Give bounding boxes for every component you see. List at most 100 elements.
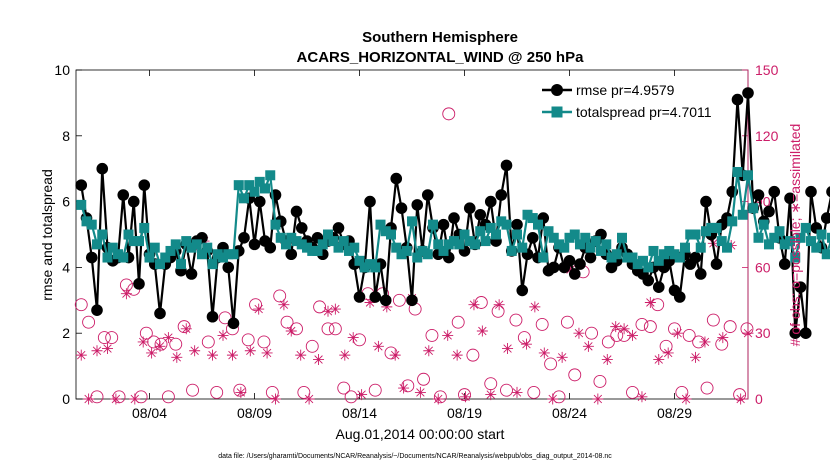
rmse-marker — [763, 205, 775, 218]
spread-marker — [107, 242, 118, 253]
obs-assimilated-marker — [329, 303, 341, 315]
legend-rmse-label: rmse pr=4.9579 — [576, 82, 675, 98]
spread-marker — [323, 229, 333, 240]
spread-marker — [407, 216, 417, 227]
rmse-marker — [364, 195, 376, 208]
spread-marker — [769, 232, 780, 243]
rmse-marker — [784, 192, 796, 205]
obs-assimilated-marker — [493, 299, 505, 311]
obs-assimilated-marker — [432, 393, 444, 405]
rmse-marker — [700, 195, 712, 208]
spread-marker — [197, 249, 207, 260]
rmse-marker — [584, 251, 597, 264]
rmse-marker — [75, 179, 88, 191]
obs-assimilated-marker — [364, 296, 376, 308]
legend-spread-label: totalspread pr=4.7011 — [576, 104, 712, 120]
spread-marker — [417, 245, 428, 256]
obs-assimilated-marker — [451, 349, 463, 361]
obs-possible-marker — [610, 328, 624, 342]
rmse-marker — [820, 212, 830, 224]
spread-marker — [790, 252, 801, 263]
obs-assimilated-marker — [278, 299, 290, 311]
obs-possible-marker — [601, 335, 615, 349]
spread-marker — [811, 242, 822, 253]
obs-possible-marker — [700, 381, 714, 395]
obs-assimilated-marker — [653, 354, 665, 366]
obs-assimilated-marker — [295, 349, 307, 361]
obs-assimilated-marker — [601, 354, 613, 366]
x-axis: 08/04 08/09 08/14 08/19 08/24 08/29 — [132, 70, 692, 421]
obs-possible-marker — [433, 390, 447, 404]
rmse-marker — [568, 268, 581, 280]
x-tick-label: 08/24 — [552, 405, 587, 421]
spread-marker — [548, 232, 559, 243]
rmse-marker — [826, 186, 830, 198]
obs-possible-marker — [177, 320, 191, 334]
spread-marker — [485, 222, 496, 233]
spread-marker — [622, 252, 633, 263]
spread-marker — [821, 249, 830, 260]
spread-marker — [128, 236, 139, 247]
spread-marker — [170, 239, 181, 250]
spread-marker — [559, 242, 570, 253]
spread-marker — [328, 236, 339, 247]
spread-marker — [569, 229, 580, 240]
rmse-marker — [253, 195, 266, 208]
spread-marker — [86, 219, 97, 230]
rmse-marker — [805, 185, 817, 198]
obs-assimilated-marker — [235, 386, 247, 398]
spread-marker — [470, 239, 480, 250]
spread-marker — [785, 236, 795, 247]
spread-marker — [270, 219, 281, 230]
obs-assimilated-marker — [627, 329, 638, 341]
spread-marker — [207, 259, 218, 270]
obs-possible-marker — [675, 385, 689, 399]
obs-possible-marker — [417, 372, 430, 386]
obs-possible-marker — [527, 385, 541, 399]
rmse-marker — [768, 185, 781, 198]
spread-marker — [512, 229, 522, 240]
rmse-marker — [694, 268, 707, 280]
legend: rmse pr=4.9579 totalspread pr=4.7011 — [542, 82, 712, 120]
obs-assimilated-marker — [303, 393, 315, 405]
x-tick-label: 08/04 — [132, 405, 167, 421]
spread-marker — [123, 229, 134, 240]
spread-marker — [517, 242, 528, 253]
obs-possible-marker — [321, 322, 335, 336]
rmse-marker — [138, 179, 151, 191]
obs-assimilated-marker — [662, 347, 674, 359]
spread-marker — [711, 222, 722, 233]
obs-assimilated-marker — [129, 393, 141, 405]
spread-marker — [816, 229, 827, 240]
spread-marker — [701, 226, 711, 237]
obs-assimilated-marker — [102, 343, 113, 355]
obs-possible-marker — [305, 339, 319, 353]
rmse-marker — [752, 189, 765, 201]
obs-possible-marker — [328, 322, 342, 336]
obs-count-series — [74, 107, 754, 405]
obs-assimilated-marker — [154, 340, 166, 352]
obs-possible-marker — [651, 298, 665, 312]
obs-possible-marker — [723, 320, 737, 334]
obs-possible-marker — [344, 390, 358, 404]
spread-marker — [260, 183, 270, 194]
spread-marker — [690, 229, 701, 240]
spread-marker — [737, 209, 748, 220]
y-axis-left-label: rmse and totalspread — [39, 169, 55, 301]
obs-assimilated-marker — [189, 345, 201, 357]
y-tick-right-label: 30 — [755, 325, 771, 341]
spread-marker — [522, 209, 533, 220]
rmse-marker — [295, 222, 308, 234]
spread-marker — [349, 242, 360, 253]
obs-possible-marker — [568, 368, 582, 382]
spread-marker — [354, 255, 365, 266]
spread-marker — [564, 232, 575, 243]
rmse-marker — [290, 205, 303, 218]
rmse-marker — [248, 238, 261, 251]
rmse-marker — [448, 212, 460, 224]
obs-assimilated-marker — [618, 323, 630, 335]
obs-assimilated-marker — [460, 391, 472, 403]
obs-assimilated-marker — [162, 332, 174, 344]
obs-possible-marker — [643, 320, 657, 334]
rmse-marker — [390, 172, 403, 185]
